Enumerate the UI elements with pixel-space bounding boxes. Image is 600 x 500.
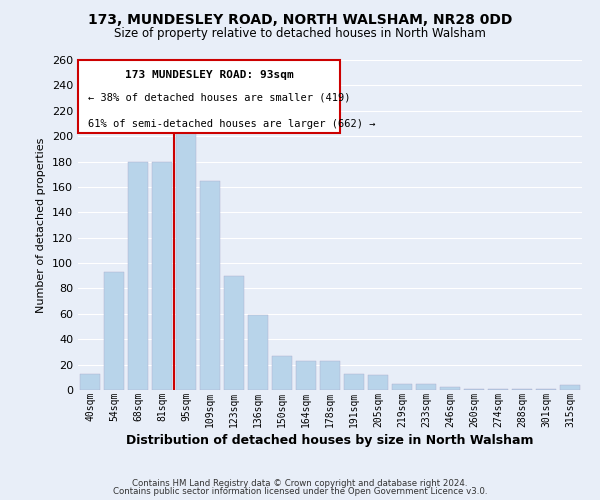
Bar bbox=[392, 384, 412, 390]
Bar bbox=[176, 124, 196, 390]
Bar bbox=[536, 388, 556, 390]
Text: 173 MUNDESLEY ROAD: 93sqm: 173 MUNDESLEY ROAD: 93sqm bbox=[125, 70, 293, 80]
Bar bbox=[272, 356, 292, 390]
Bar bbox=[128, 162, 148, 390]
Bar bbox=[152, 162, 172, 390]
Bar bbox=[80, 374, 100, 390]
Bar bbox=[416, 384, 436, 390]
Bar bbox=[368, 375, 388, 390]
Bar bbox=[224, 276, 244, 390]
Bar bbox=[488, 388, 508, 390]
Bar bbox=[104, 272, 124, 390]
Bar bbox=[464, 388, 484, 390]
Text: 173, MUNDESLEY ROAD, NORTH WALSHAM, NR28 0DD: 173, MUNDESLEY ROAD, NORTH WALSHAM, NR28… bbox=[88, 12, 512, 26]
X-axis label: Distribution of detached houses by size in North Walsham: Distribution of detached houses by size … bbox=[126, 434, 534, 446]
Text: ← 38% of detached houses are smaller (419): ← 38% of detached houses are smaller (41… bbox=[88, 93, 350, 103]
Bar bbox=[512, 388, 532, 390]
Bar bbox=[320, 361, 340, 390]
FancyBboxPatch shape bbox=[78, 60, 340, 132]
Bar bbox=[200, 180, 220, 390]
Text: Contains HM Land Registry data © Crown copyright and database right 2024.: Contains HM Land Registry data © Crown c… bbox=[132, 478, 468, 488]
Bar bbox=[344, 374, 364, 390]
Bar bbox=[560, 385, 580, 390]
Bar bbox=[440, 388, 460, 390]
Text: 61% of semi-detached houses are larger (662) →: 61% of semi-detached houses are larger (… bbox=[88, 120, 376, 130]
Text: Size of property relative to detached houses in North Walsham: Size of property relative to detached ho… bbox=[114, 28, 486, 40]
Bar bbox=[248, 315, 268, 390]
Y-axis label: Number of detached properties: Number of detached properties bbox=[37, 138, 46, 312]
Bar bbox=[296, 361, 316, 390]
Text: Contains public sector information licensed under the Open Government Licence v3: Contains public sector information licen… bbox=[113, 487, 487, 496]
